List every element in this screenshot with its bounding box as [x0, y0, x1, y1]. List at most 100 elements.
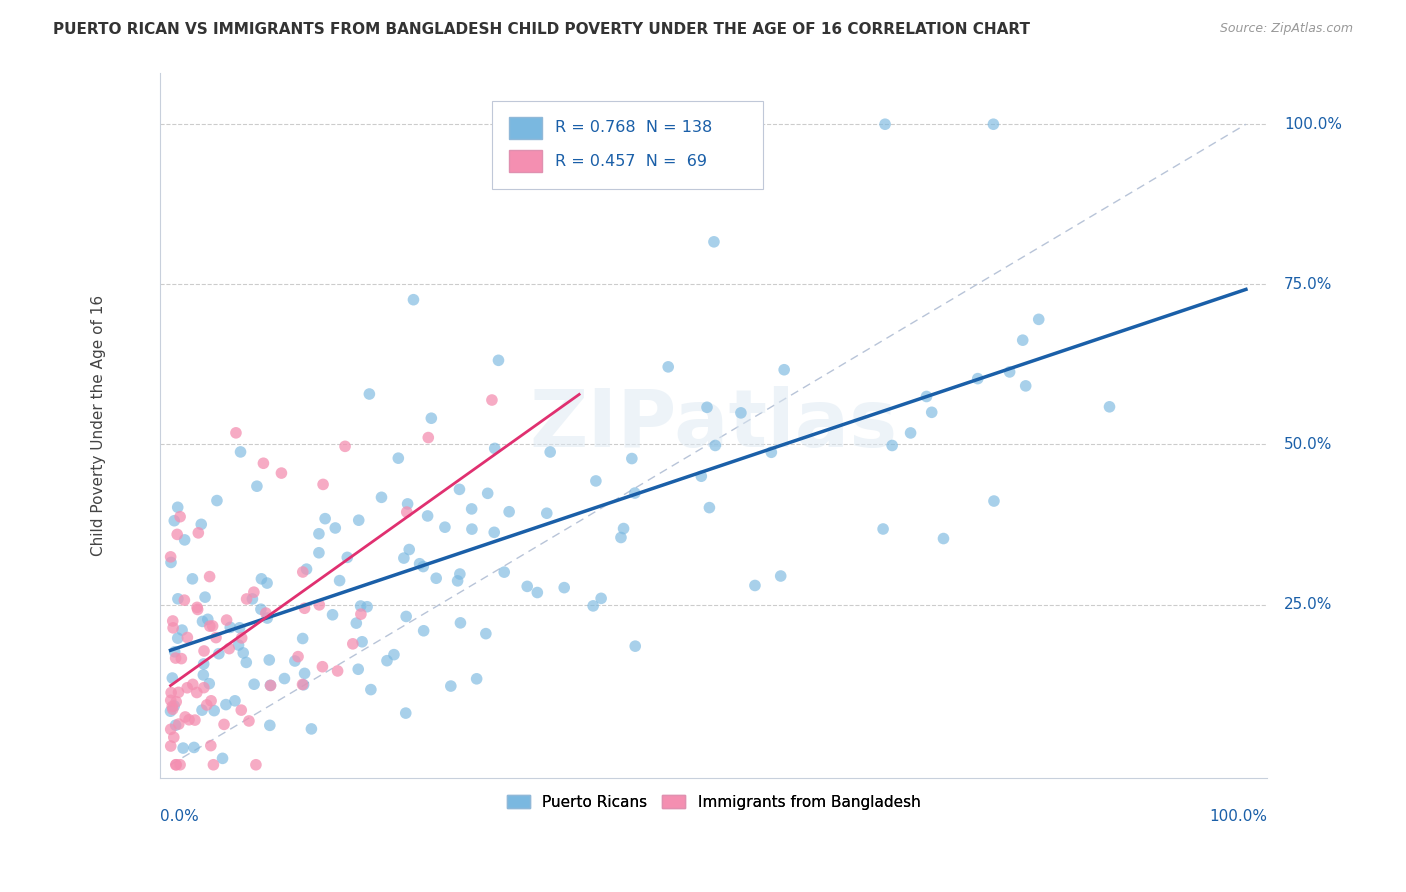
Text: PUERTO RICAN VS IMMIGRANTS FROM BANGLADESH CHILD POVERTY UNDER THE AGE OF 16 COR: PUERTO RICAN VS IMMIGRANTS FROM BANGLADE…	[53, 22, 1031, 37]
Point	[356, 599, 378, 614]
Point	[211, 751, 233, 765]
Point	[312, 477, 335, 491]
Point	[314, 511, 336, 525]
Point	[225, 425, 247, 440]
Point	[238, 714, 260, 728]
Point	[165, 651, 187, 665]
Point	[983, 117, 1005, 131]
Point	[173, 533, 195, 547]
Point	[162, 671, 184, 685]
Point	[1015, 379, 1038, 393]
Point	[347, 513, 370, 527]
Point	[477, 486, 499, 500]
Point	[166, 527, 188, 541]
Point	[183, 740, 205, 755]
Point	[176, 631, 198, 645]
Point	[173, 593, 195, 607]
Point	[449, 483, 471, 497]
Point	[983, 494, 1005, 508]
Point	[350, 599, 373, 613]
Point	[408, 557, 430, 571]
Point	[259, 718, 281, 732]
Point	[382, 648, 405, 662]
Point	[921, 405, 943, 419]
Point	[526, 585, 548, 599]
Point	[1011, 333, 1033, 347]
Point	[900, 425, 922, 440]
Point	[395, 609, 418, 624]
Point	[163, 698, 186, 713]
Text: R = 0.457  N =  69: R = 0.457 N = 69	[555, 153, 707, 169]
Point	[167, 685, 190, 699]
Point	[229, 445, 252, 459]
Point	[360, 682, 382, 697]
Point	[163, 514, 186, 528]
Point	[190, 517, 212, 532]
Point	[231, 703, 253, 717]
Point	[194, 590, 217, 604]
Point	[425, 571, 447, 585]
Point	[166, 631, 188, 645]
Point	[350, 607, 373, 622]
Text: ZIPatlas: ZIPatlas	[530, 386, 897, 464]
Point	[370, 491, 392, 505]
Text: 100.0%: 100.0%	[1284, 117, 1343, 132]
Point	[200, 694, 222, 708]
Point	[449, 615, 471, 630]
Point	[205, 493, 228, 508]
Point	[165, 757, 187, 772]
Text: 0.0%: 0.0%	[160, 809, 198, 824]
Point	[228, 638, 250, 652]
Point	[620, 451, 643, 466]
Point	[1028, 312, 1050, 326]
Point	[657, 359, 679, 374]
Point	[250, 602, 273, 616]
Point	[162, 621, 184, 635]
Point	[172, 623, 194, 637]
Point	[294, 601, 316, 615]
Text: 75.0%: 75.0%	[1284, 277, 1333, 292]
Point	[488, 353, 510, 368]
Point	[873, 117, 896, 131]
Point	[585, 474, 607, 488]
Point	[481, 392, 503, 407]
Point	[582, 599, 605, 613]
Point	[197, 612, 219, 626]
Point	[186, 685, 208, 699]
Point	[624, 639, 647, 653]
Point	[412, 559, 434, 574]
Point	[308, 598, 330, 612]
Point	[395, 706, 418, 720]
Point	[270, 466, 292, 480]
Point	[690, 469, 713, 483]
Point	[294, 666, 316, 681]
Point	[191, 703, 214, 717]
Point	[160, 556, 183, 570]
Point	[165, 695, 187, 709]
Point	[159, 723, 181, 737]
Point	[308, 526, 330, 541]
Point	[342, 637, 364, 651]
Point	[195, 698, 218, 712]
Point	[398, 542, 420, 557]
Point	[198, 569, 221, 583]
Point	[159, 549, 181, 564]
Point	[198, 619, 221, 633]
FancyBboxPatch shape	[509, 118, 541, 138]
Point	[169, 509, 191, 524]
Point	[218, 641, 240, 656]
Point	[177, 713, 200, 727]
Point	[162, 614, 184, 628]
Point	[224, 694, 246, 708]
Point	[591, 591, 613, 606]
Point	[165, 757, 187, 772]
Point	[167, 717, 190, 731]
Point	[336, 550, 359, 565]
Point	[232, 646, 254, 660]
Point	[219, 620, 242, 634]
FancyBboxPatch shape	[509, 151, 541, 171]
Point	[162, 702, 184, 716]
Point	[624, 486, 647, 500]
Point	[205, 631, 228, 645]
Point	[235, 591, 257, 606]
